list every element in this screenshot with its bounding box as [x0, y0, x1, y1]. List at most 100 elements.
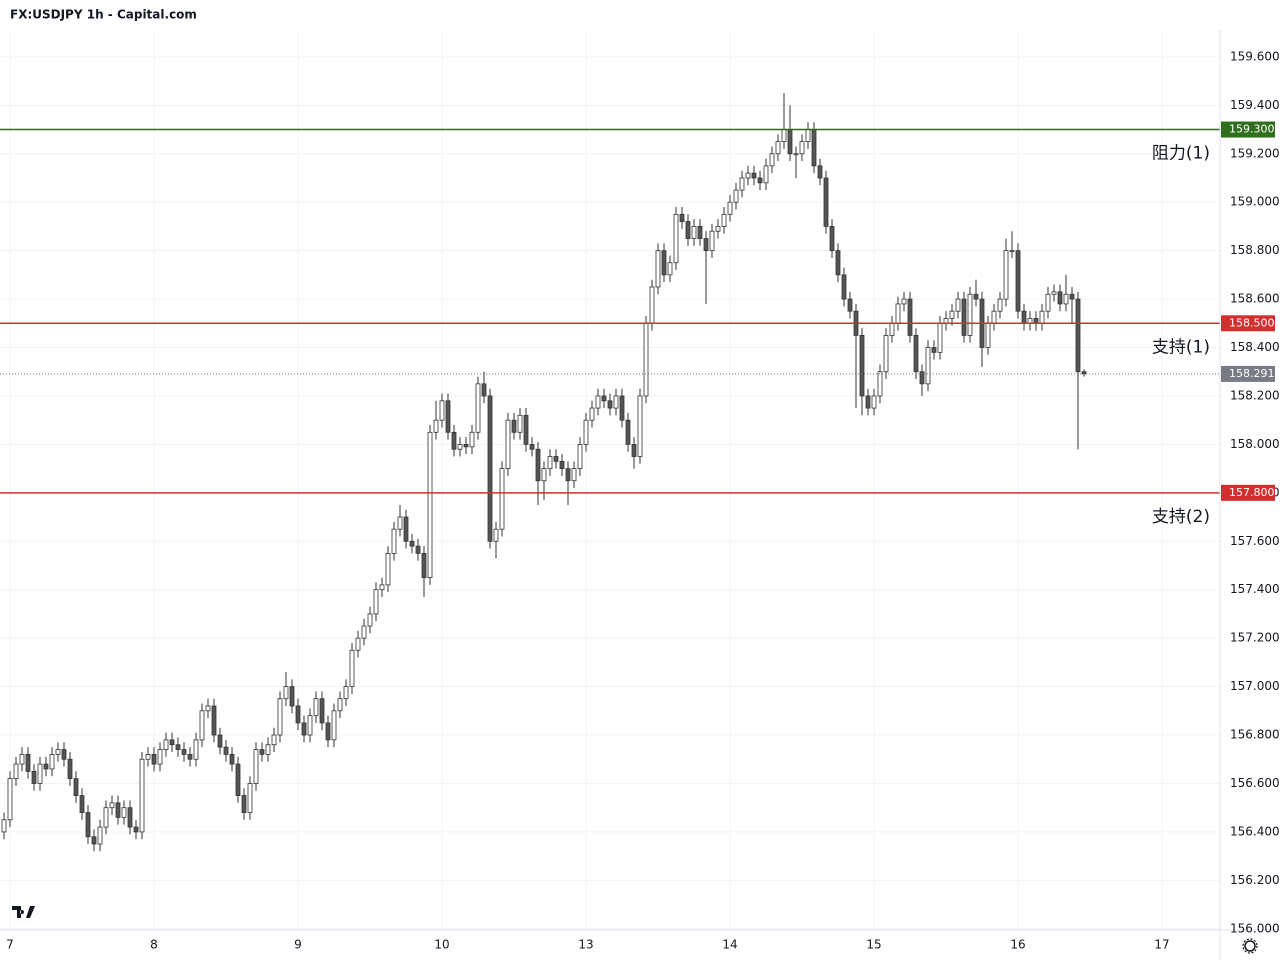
candle-body	[1057, 291, 1063, 305]
y-tick-label: 156.200	[1230, 873, 1280, 887]
candle-body	[607, 400, 613, 409]
candle-body	[727, 201, 733, 215]
candle-body	[1075, 298, 1081, 373]
candle-body	[73, 778, 79, 796]
candle-body	[919, 371, 925, 385]
candle-body	[763, 165, 769, 184]
candle-body	[319, 698, 325, 724]
candle-body	[223, 746, 229, 755]
candle-body	[463, 443, 469, 448]
candle-body	[1015, 250, 1021, 312]
candle-body	[841, 274, 847, 300]
candle-body	[91, 836, 97, 845]
x-tick-label: 8	[150, 938, 158, 952]
candle-body	[511, 419, 517, 433]
candle-body	[679, 213, 685, 222]
candle-body	[931, 347, 937, 353]
candle-body	[847, 298, 853, 312]
candle-body	[649, 286, 655, 324]
candle-body	[877, 371, 883, 397]
candle-body	[373, 589, 379, 615]
candle-body	[865, 395, 871, 409]
candle-body	[835, 250, 841, 276]
candle-body	[19, 754, 25, 765]
candle-body	[985, 322, 991, 348]
candle-body	[571, 468, 577, 482]
candle-body	[175, 744, 181, 750]
candle-body	[145, 754, 151, 760]
x-tick-label: 15	[866, 938, 881, 952]
y-tick-label: 158.800	[1230, 243, 1280, 257]
candle-body	[439, 400, 445, 421]
level-tag	[1221, 121, 1275, 138]
candle-body	[871, 395, 877, 409]
candle-body	[895, 303, 901, 324]
settings-icon[interactable]	[1242, 938, 1258, 954]
x-tick-label: 16	[1010, 938, 1025, 952]
candle-body	[115, 802, 121, 818]
candle-body	[187, 754, 193, 760]
candle-body	[307, 715, 313, 736]
candle-body	[823, 177, 829, 227]
candle-body	[739, 177, 745, 191]
candle-body	[217, 734, 223, 748]
candle-body	[1051, 291, 1057, 295]
candle-body	[331, 710, 337, 741]
y-tick-label: 159.000	[1230, 195, 1280, 209]
candle-body	[67, 758, 73, 780]
candle-body	[655, 250, 661, 288]
candle-body	[745, 172, 751, 179]
candle-body	[715, 226, 721, 232]
candle-body	[181, 749, 187, 755]
candle-body	[667, 262, 673, 276]
candle-body	[361, 625, 367, 639]
candle-body	[193, 739, 199, 760]
candle-body	[31, 770, 37, 784]
axes: 156.000 156.200 156.400 156.600 156.800 157.0…	[0, 30, 1280, 960]
y-tick-label: 158.400	[1230, 340, 1280, 354]
candle-body	[559, 460, 565, 470]
candle-body	[301, 722, 307, 736]
candle-body	[157, 749, 163, 765]
candle-body	[475, 383, 481, 433]
candle-body	[55, 749, 61, 755]
candle-body	[529, 443, 535, 450]
candle-body	[799, 141, 805, 155]
candle-body	[451, 431, 457, 450]
candle-body	[487, 395, 493, 542]
candle-body	[589, 407, 595, 421]
tradingview-logo	[12, 906, 35, 918]
candle-body	[25, 754, 31, 772]
candle-body	[355, 637, 361, 651]
candle-body	[385, 552, 391, 586]
candle-body	[271, 734, 277, 746]
candle-body	[277, 698, 283, 736]
candle-body	[235, 763, 241, 796]
candle-body	[967, 293, 973, 336]
candle-body	[61, 749, 67, 760]
candle-body	[325, 722, 331, 741]
candle-body	[565, 468, 571, 482]
candle-body	[673, 213, 679, 264]
candle-body	[433, 419, 439, 433]
candle-body	[619, 395, 625, 421]
candle-body	[1045, 293, 1051, 312]
candle-body	[769, 153, 775, 167]
y-tick-label: 158.600	[1230, 292, 1280, 306]
candle-body	[259, 749, 265, 755]
candle-body	[889, 322, 895, 336]
candle-body	[295, 705, 301, 724]
candle-body	[349, 649, 355, 687]
plot-area: 阻力(1) 支持(1) 支持(2)	[0, 93, 1220, 852]
last-price-tag	[1221, 365, 1275, 382]
candle-body	[517, 414, 523, 433]
candle-body	[817, 165, 823, 179]
candle-body	[937, 322, 943, 353]
candle-body	[949, 310, 955, 319]
candle-body	[427, 431, 433, 579]
y-tick-label: 157.200	[1230, 631, 1280, 645]
candle-body	[505, 419, 511, 470]
level-name: 阻力(1)	[1152, 144, 1210, 164]
